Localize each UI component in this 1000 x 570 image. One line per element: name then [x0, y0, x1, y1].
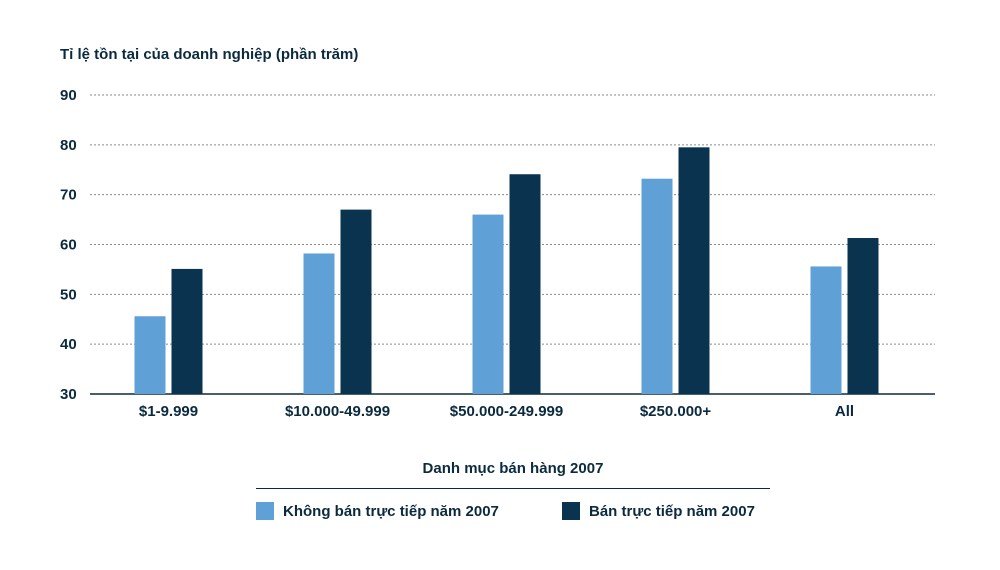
bar-direct: [847, 238, 879, 394]
legend-item-direct: Bán trực tiếp năm 2007: [562, 500, 755, 522]
legend-swatch-dark: [562, 502, 580, 520]
bar-not-direct: [303, 253, 335, 394]
legend-label-not-direct: Không bán trực tiếp năm 2007: [283, 502, 499, 520]
x-axis-title: Danh mục bán hàng 2007: [422, 460, 604, 477]
bar-direct: [509, 174, 541, 394]
y-tick-label: 60: [60, 237, 77, 254]
y-tick-label: 90: [60, 87, 77, 104]
legend-item-not-direct: Không bán trực tiếp năm 2007: [256, 500, 499, 522]
y-tick-label: 50: [60, 286, 77, 303]
bar-direct: [678, 147, 710, 394]
bar-not-direct: [641, 178, 673, 394]
y-tick-label: 70: [60, 187, 77, 204]
x-tick-label: All: [835, 403, 854, 420]
legend-label-direct: Bán trực tiếp năm 2007: [589, 502, 755, 520]
bar-not-direct: [134, 316, 166, 394]
y-axis-title: Tỉ lệ tồn tại của doanh nghiệp (phần tră…: [60, 46, 359, 63]
legend-swatch-light: [256, 502, 274, 520]
bar-not-direct: [472, 214, 504, 394]
legend-divider: [256, 488, 770, 489]
y-tick-label: 30: [60, 386, 77, 403]
x-tick-label: $1-9.999: [139, 403, 198, 420]
y-tick-label: 80: [60, 137, 77, 154]
bar-direct: [171, 268, 203, 394]
x-tick-label: $50.000-249.999: [450, 403, 563, 420]
x-tick-label: $10.000-49.999: [285, 403, 390, 420]
bar-direct: [340, 209, 372, 394]
bar-not-direct: [810, 266, 842, 394]
y-tick-label: 40: [60, 336, 77, 353]
x-tick-label: $250.000+: [640, 403, 712, 420]
